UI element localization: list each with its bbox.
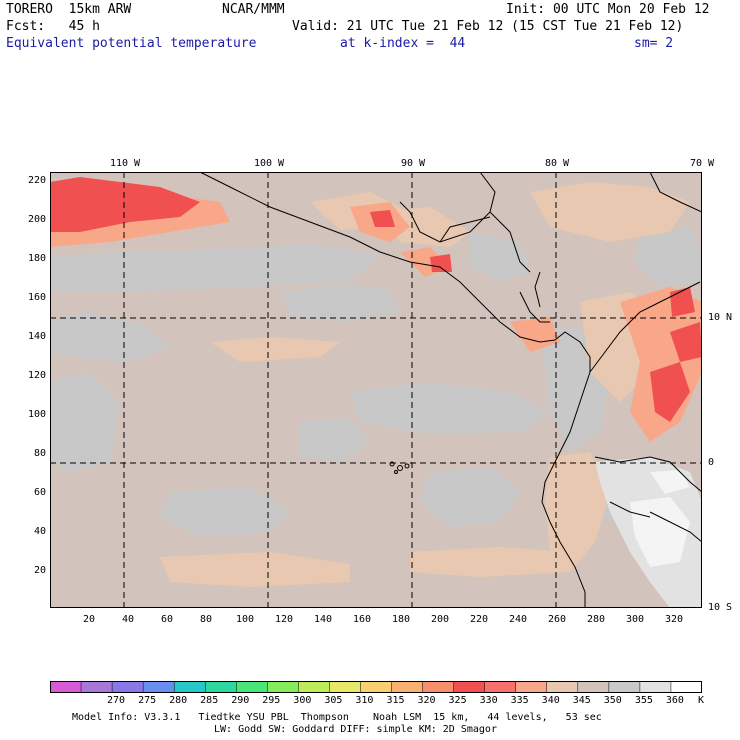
colorbar-label: 355	[634, 695, 653, 706]
x-tick: 80	[199, 614, 213, 625]
lon-label: 90 W	[400, 158, 426, 169]
colorbar-swatch	[50, 681, 82, 693]
colorbar-label: 290	[231, 695, 250, 706]
colorbar-swatch	[515, 681, 548, 693]
colorbar-swatch	[422, 681, 455, 693]
colorbar-swatch	[391, 681, 424, 693]
theta-e-350-patches	[50, 227, 702, 537]
y-tick: 160	[27, 292, 46, 303]
model-name: TORERO 15km ARW	[6, 2, 132, 17]
coastlines	[199, 172, 702, 608]
theta-e-360-patches	[630, 470, 690, 567]
x-tick: 60	[160, 614, 174, 625]
colorbar-swatch	[267, 681, 300, 693]
colorbar-label: 335	[510, 695, 529, 706]
colorbar-swatch	[546, 681, 579, 693]
level-index: at k-index = 44	[340, 36, 466, 51]
x-tick: 280	[586, 614, 606, 625]
organization: NCAR/MMM	[222, 2, 285, 17]
colorbar-label: 300	[293, 695, 312, 706]
y-tick: 120	[27, 370, 46, 381]
colorbar-swatch	[80, 681, 113, 693]
colorbar-label: 280	[169, 695, 188, 706]
y-tick: 180	[27, 253, 46, 264]
colorbar-swatch	[608, 681, 641, 693]
theta-e-map	[50, 172, 702, 608]
colorbar-label: 360	[665, 695, 684, 706]
y-tick: 220	[27, 175, 46, 186]
lat-label: 10 S	[708, 602, 733, 613]
colorbar-label: 345	[572, 695, 591, 706]
x-tick: 240	[508, 614, 528, 625]
colorbar-label: 350	[603, 695, 622, 706]
y-tick: 20	[33, 565, 46, 576]
colorbar-label: 315	[386, 695, 405, 706]
x-tick: 180	[391, 614, 411, 625]
colorbar-label: 340	[541, 695, 560, 706]
x-tick: 200	[430, 614, 450, 625]
colorbar-swatch	[577, 681, 610, 693]
field-name: Equivalent potential temperature	[6, 36, 257, 51]
y-tick: 80	[33, 448, 46, 459]
colorbar-swatch	[173, 681, 206, 693]
colorbar-label: 330	[479, 695, 498, 706]
lat-label: 0	[708, 457, 715, 468]
lon-label: 80 W	[544, 158, 570, 169]
x-tick: 320	[664, 614, 684, 625]
y-tick: 40	[33, 526, 46, 537]
colorbar-label: 275	[138, 695, 157, 706]
colorbar-label: 310	[355, 695, 374, 706]
lat-label: 10 N	[708, 312, 733, 323]
model-info: Model Info: V3.3.1 Tiedtke YSU PBL Thomp…	[72, 712, 602, 723]
x-tick: 100	[235, 614, 255, 625]
x-tick: 160	[352, 614, 372, 625]
colorbar-label: 305	[324, 695, 343, 706]
colorbar-label: 325	[448, 695, 467, 706]
colorbar-label: 320	[417, 695, 436, 706]
x-tick: 260	[547, 614, 567, 625]
map-frame	[50, 172, 702, 608]
colorbar-swatch	[329, 681, 362, 693]
colorbar-swatch	[360, 681, 393, 693]
colorbar-swatch	[670, 681, 702, 693]
init-time: Init: 00 UTC Mon 20 Feb 12	[506, 2, 710, 17]
colorbar-swatch	[204, 681, 238, 693]
galapagos-islands	[389, 461, 410, 474]
y-tick: 140	[27, 331, 46, 342]
colorbar-label: 285	[200, 695, 219, 706]
smoothing: sm= 2	[634, 36, 674, 51]
x-tick: 140	[313, 614, 333, 625]
y-tick: 60	[33, 487, 46, 498]
colorbar-swatch	[639, 681, 672, 693]
lon-label: 110 W	[109, 158, 141, 169]
x-tick: 40	[121, 614, 135, 625]
colorbar-frame	[50, 681, 702, 693]
colorbar-swatch	[453, 681, 486, 693]
colorbar-swatches	[50, 681, 702, 693]
colorbar-swatch	[484, 681, 517, 693]
forecast-hour: Fcst: 45 h	[6, 19, 100, 34]
graticule	[50, 172, 702, 608]
y-tick: 100	[27, 409, 46, 420]
y-tick: 200	[27, 214, 46, 225]
x-tick: 120	[274, 614, 294, 625]
colorbar-unit: K	[698, 695, 705, 706]
colorbar	[50, 681, 702, 693]
colorbar-label: 270	[107, 695, 126, 706]
theta-e-330-patches	[50, 177, 702, 422]
colorbar-swatch	[298, 681, 331, 693]
valid-time: Valid: 21 UTC Tue 21 Feb 12 (15 CST Tue …	[292, 19, 684, 34]
colorbar-swatch	[142, 681, 175, 693]
physics-info: LW: Godd SW: Goddard DIFF: simple KM: 2D…	[214, 724, 497, 735]
lon-label: 70 W	[689, 158, 715, 169]
colorbar-label: 295	[262, 695, 281, 706]
lon-label: 100 W	[253, 158, 285, 169]
x-tick: 220	[469, 614, 489, 625]
x-tick: 20	[82, 614, 96, 625]
x-tick: 300	[625, 614, 645, 625]
colorbar-swatch	[236, 681, 269, 693]
colorbar-swatch	[111, 681, 144, 693]
